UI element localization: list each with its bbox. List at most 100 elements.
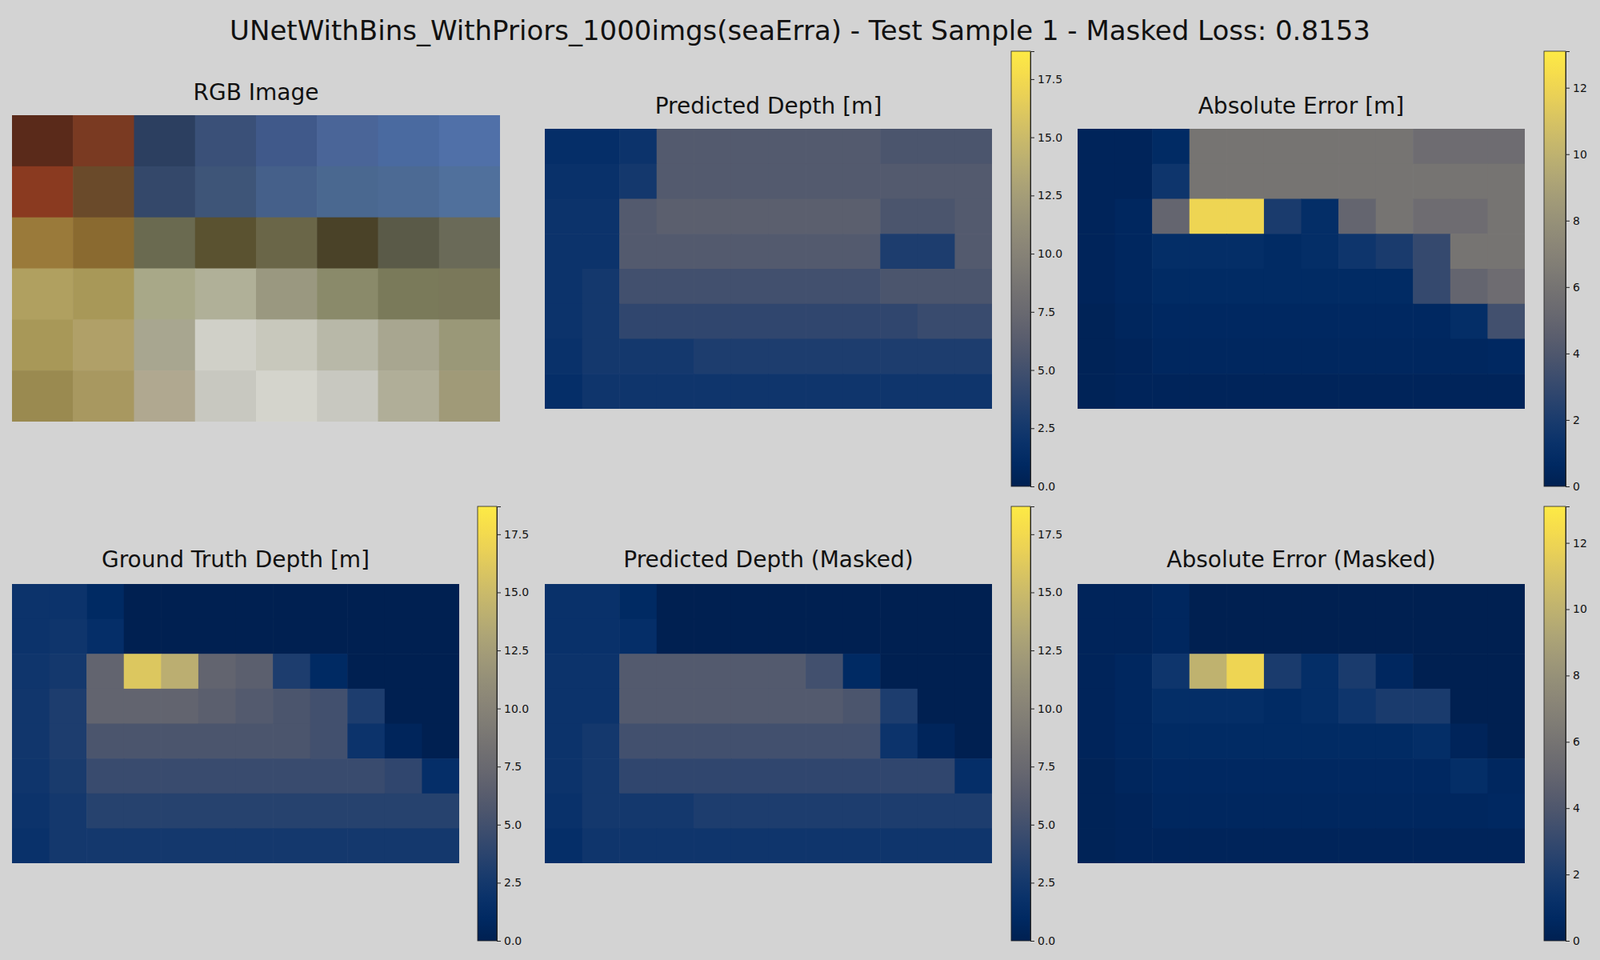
heatmap-cell	[954, 724, 992, 760]
heatmap-cell	[768, 688, 807, 724]
heatmap-cell	[656, 584, 695, 620]
heatmap-cell	[656, 373, 695, 409]
heatmap-cell	[124, 758, 162, 794]
heatmap-cell	[1338, 688, 1376, 724]
tick-mark	[1565, 543, 1570, 544]
heatmap-cell	[1376, 758, 1414, 794]
heatmap-cell	[1412, 828, 1451, 864]
heatmap-cell	[582, 758, 620, 794]
heatmap-cell	[768, 653, 807, 689]
heatmap-cell	[693, 339, 732, 375]
heatmap-cell	[917, 793, 956, 829]
heatmap-cell	[1376, 268, 1414, 304]
image-area	[544, 128, 992, 409]
pixel-block	[439, 268, 500, 320]
heatmap-cell	[917, 128, 956, 164]
pixel-block	[439, 166, 500, 218]
tick-mark	[1030, 137, 1035, 139]
heatmap-cell	[544, 793, 583, 829]
heatmap-cell	[1301, 373, 1340, 409]
heatmap-cell	[805, 724, 844, 760]
tick-label: 8	[1572, 668, 1580, 682]
heatmap-cell	[1487, 304, 1525, 340]
heatmap-cell	[1152, 828, 1190, 864]
heatmap-cell	[12, 688, 50, 724]
heatmap-cell	[843, 373, 881, 409]
heatmap-cell	[917, 233, 956, 269]
heatmap-cell	[544, 619, 583, 655]
heatmap-cell	[1152, 724, 1190, 760]
panel-title: Predicted Depth [m]	[655, 92, 883, 120]
pixel-block	[316, 217, 379, 269]
heatmap-cell	[880, 828, 918, 864]
heatmap-cell	[1077, 128, 1116, 164]
heatmap-cell	[805, 339, 844, 375]
heatmap-cell	[1301, 339, 1340, 375]
pixel-block	[12, 166, 74, 218]
tick-mark	[1565, 608, 1570, 610]
heatmap-cell	[1487, 199, 1525, 235]
heatmap-cell	[1115, 164, 1153, 200]
heatmap-cell	[656, 619, 695, 655]
tick-label: 17.5	[1037, 528, 1063, 541]
heatmap-cell	[1376, 653, 1414, 689]
heatmap-cell	[582, 339, 620, 375]
colorbar: 0.02.55.07.510.012.515.017.5	[1011, 506, 1063, 948]
tick-label: 10.0	[504, 702, 529, 716]
heatmap-cell	[12, 619, 50, 655]
colorbar-tick: 2	[1565, 868, 1580, 881]
tick-label: 12	[1572, 536, 1588, 550]
heatmap-cell	[805, 688, 844, 724]
heatmap-cell	[272, 793, 311, 829]
heatmap-cell	[347, 793, 385, 829]
heatmap-cell	[1450, 373, 1488, 409]
heatmap-cell	[1115, 373, 1153, 409]
colorbar-tick: 5.0	[1030, 364, 1056, 377]
panel: Absolute Error (Masked)024681012	[1077, 506, 1588, 948]
tick-mark	[1030, 195, 1035, 196]
heatmap-cell	[582, 619, 620, 655]
heatmap-cell	[1376, 828, 1414, 864]
heatmap-cell	[1115, 128, 1153, 164]
heatmap-cell	[1226, 724, 1264, 760]
pixel-block	[72, 370, 135, 422]
colorbar-tick: 6	[1565, 280, 1580, 294]
heatmap-cell	[693, 653, 732, 689]
heatmap-cell	[954, 339, 992, 375]
heatmap-cell	[1450, 233, 1488, 269]
colorbar-axis: 024681012	[1565, 507, 1588, 948]
heatmap-cell	[656, 339, 695, 375]
heatmap-cell	[1487, 164, 1525, 200]
heatmap-cell	[843, 199, 881, 235]
heatmap-cell	[1338, 653, 1376, 689]
heatmap-cell	[1450, 724, 1488, 760]
heatmap-cell	[124, 653, 162, 689]
pixel-block	[134, 268, 196, 320]
tick-mark	[1565, 741, 1570, 743]
heatmap-cell	[880, 793, 918, 829]
colorbar-gradient	[1011, 51, 1031, 487]
heatmap-cell	[198, 828, 236, 864]
heatmap-cell	[1152, 793, 1190, 829]
tick-mark	[1030, 708, 1035, 710]
heatmap-cell	[656, 164, 695, 200]
heatmap-cell	[1115, 828, 1153, 864]
heatmap-cell	[1189, 584, 1228, 620]
heatmap-cell	[693, 828, 732, 864]
heatmap-cell	[1338, 828, 1376, 864]
heatmap-cell	[1338, 164, 1376, 200]
heatmap-cell	[843, 619, 881, 655]
heatmap-cell	[1487, 128, 1525, 164]
heatmap-cell	[1487, 233, 1525, 269]
image-area	[544, 584, 992, 864]
heatmap-cell	[880, 233, 918, 269]
heatmap-cell	[619, 268, 657, 304]
heatmap-cell	[1301, 164, 1340, 200]
heatmap-cell	[1264, 373, 1302, 409]
heatmap-cell	[310, 793, 348, 829]
tick-mark	[1565, 420, 1570, 421]
heatmap-cell	[1376, 199, 1414, 235]
image-area	[12, 584, 460, 864]
heatmap-cell	[310, 619, 348, 655]
tick-mark	[1030, 592, 1035, 593]
